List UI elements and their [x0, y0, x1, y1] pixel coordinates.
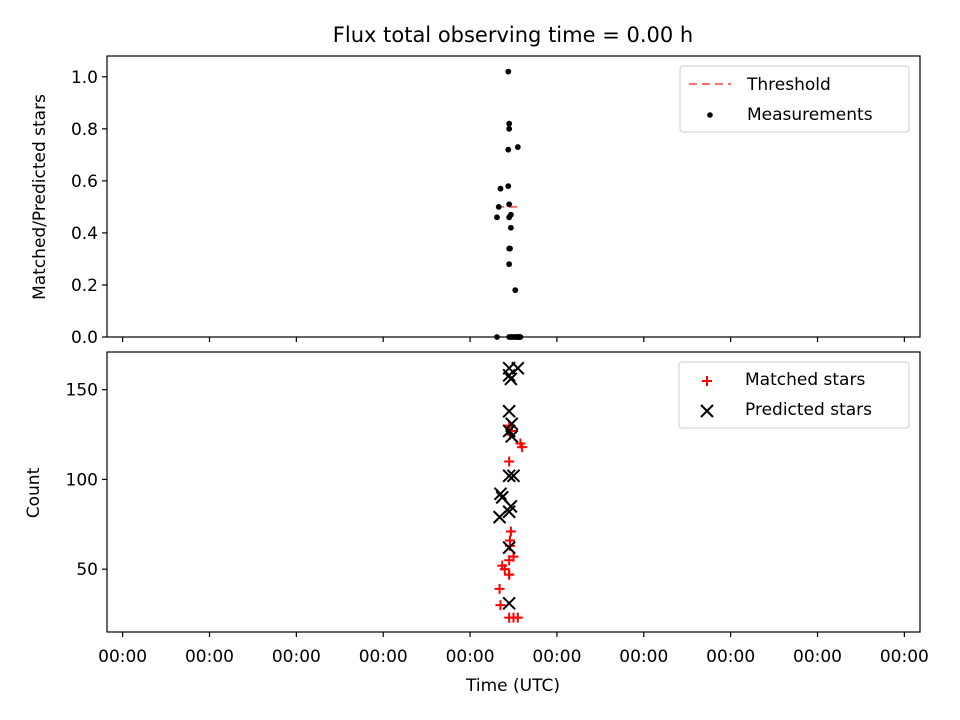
predicted-stars-point: [505, 429, 519, 444]
bottom-x-tick-label: 00:00: [185, 647, 234, 667]
top-panel: 0.0 0.2 0.4 0.6 0.8 1.0 Matched/Predicted sta…: [30, 55, 921, 348]
predicted-stars-legend-swatch: [700, 404, 714, 418]
bottom-x-tick-label: 00:00: [619, 647, 668, 667]
top-y-tick-label: 0.0: [71, 328, 98, 348]
top-y-tick-label: 0.2: [71, 276, 98, 296]
bottom-y-tick-label: 150: [66, 381, 98, 401]
measurements-point: [506, 120, 513, 127]
predicted-stars-point: [492, 510, 507, 524]
top-y-tick-label: 1.0: [71, 68, 98, 88]
predicted-stars-point: [504, 372, 518, 386]
matched-stars-legend-swatch: [702, 376, 712, 386]
matched-stars-point: [504, 456, 515, 467]
measurements-point: [495, 204, 502, 210]
bottom-x-tick-label: 00:00: [880, 647, 929, 667]
bottom-y-axis-label: Count: [24, 467, 44, 518]
bottom-legend-label-predicted: Predicted stars: [745, 400, 872, 420]
predicted-stars-point: [502, 596, 516, 610]
predicted-stars-point: [502, 505, 516, 519]
predicted-stars-point: [493, 487, 508, 501]
measurements-point: [505, 146, 512, 153]
measurements-point: [497, 185, 504, 192]
measurements-point: [494, 214, 500, 221]
top-axes-frame: [106, 55, 921, 338]
bottom-x-tick-label: 00:00: [98, 647, 147, 667]
predicted-stars-point: [502, 368, 516, 383]
matched-stars-point: [517, 442, 528, 453]
top-legend-label-threshold: Threshold: [746, 75, 831, 95]
measurements-point: [507, 224, 514, 231]
matched-stars-point: [495, 600, 506, 611]
measurements-point: [506, 125, 513, 132]
predicted-stars-point: [502, 540, 516, 555]
predicted-stars-point: [502, 469, 516, 483]
bottom-x-tick-label: 00:00: [532, 647, 581, 667]
bottom-legend: Matched stars Predicted stars: [678, 361, 910, 429]
measurements-point: [512, 287, 519, 294]
bottom-axes-frame: [106, 351, 921, 633]
top-legend-label-measurements: Measurements: [747, 105, 873, 125]
bottom-legend-label-matched: Matched stars: [745, 370, 865, 390]
measurements-point: [506, 245, 513, 252]
figure-title: Flux total observing time = 0.00 h: [333, 23, 693, 47]
matched-stars-point: [504, 569, 515, 580]
bottom-x-tick-label: 00:00: [272, 647, 321, 667]
matched-stars-point: [494, 583, 505, 594]
bottom-y-tick-label: 100: [66, 470, 98, 490]
bottom-legend-box: [678, 361, 910, 429]
predicted-stars-point: [506, 469, 521, 483]
matched-stars-point: [505, 526, 516, 537]
bottom-x-tick-label: 00:00: [706, 647, 755, 667]
matched-stars-point: [512, 612, 523, 623]
predicted-stars-point: [505, 417, 519, 431]
measurements-point: [506, 261, 513, 268]
measurements-legend-swatch: [707, 112, 713, 118]
predicted-stars-point: [511, 361, 525, 375]
matched-stars-point: [504, 555, 515, 566]
top-y-tick-label: 0.8: [71, 120, 98, 140]
measurements-point: [506, 201, 513, 208]
predicted-stars-point: [502, 404, 516, 418]
measurements-point: [514, 144, 521, 150]
top-y-tick-label: 0.4: [71, 224, 98, 244]
measurements-point: [505, 68, 512, 75]
bottom-y-tick-label: 50: [76, 560, 98, 580]
bottom-x-tick-label: 00:00: [446, 647, 495, 667]
measurements-point: [506, 214, 513, 221]
top-y-axis-label: Matched/Predicted stars: [30, 94, 50, 300]
top-legend-box: [679, 65, 910, 133]
matched-stars-point: [499, 564, 510, 575]
measurements-point: [505, 183, 512, 189]
top-y-tick-label: 0.6: [71, 172, 98, 192]
bottom-x-tick-label: 00:00: [793, 647, 842, 667]
bottom-x-axis-label: Time (UTC): [465, 676, 560, 696]
bottom-x-tick-label: 00:00: [359, 647, 408, 667]
top-legend: Threshold Measurements: [679, 65, 910, 133]
bottom-panel: 00:00 00:00 00:00 00:00 00:00 00:00 00:00 00:00…: [24, 351, 929, 696]
